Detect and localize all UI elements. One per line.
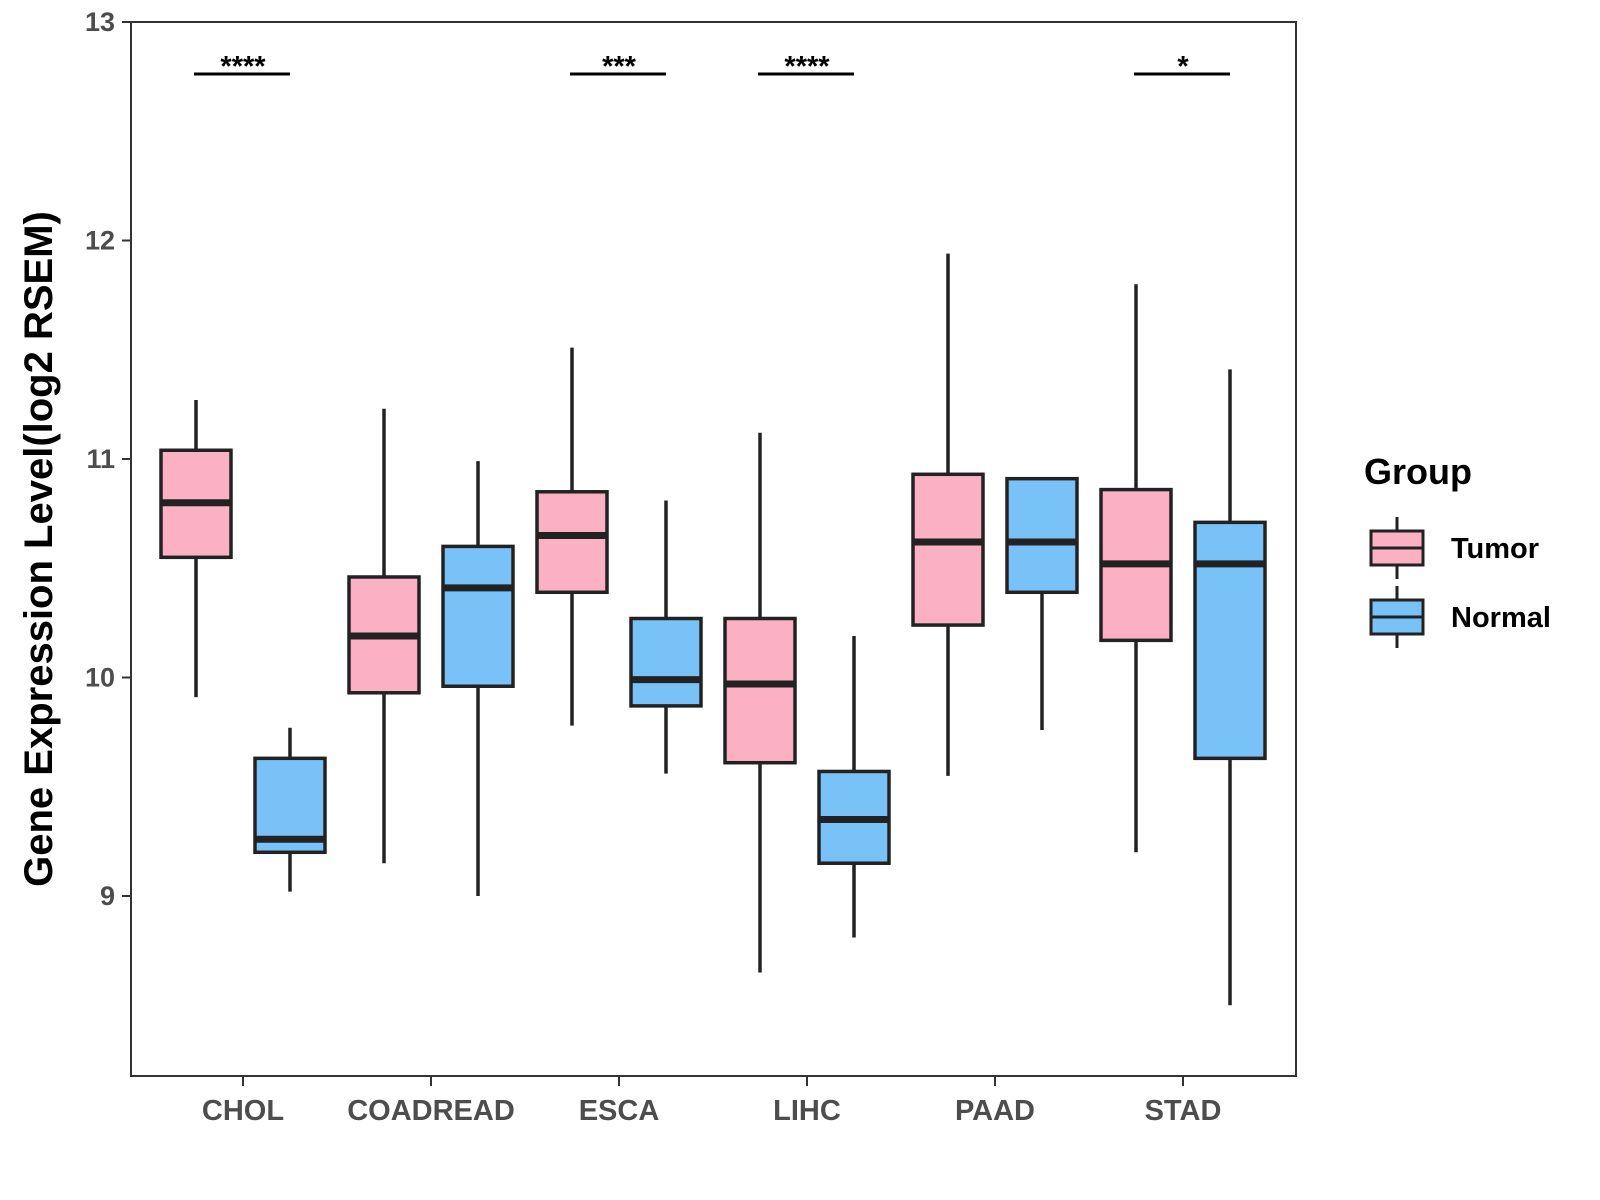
y-tick-label-12: 12 bbox=[85, 226, 115, 256]
legend-item-tumor: Tumor bbox=[1369, 517, 1539, 579]
box-normal-stad bbox=[1193, 369, 1267, 1006]
x-tick-label-lihc: LIHC bbox=[773, 1095, 841, 1127]
significance-label-lihc: **** bbox=[784, 51, 830, 83]
box-normal-chol bbox=[253, 727, 327, 892]
box-normal-esca bbox=[629, 500, 703, 774]
box-body-tumor-paad bbox=[911, 472, 985, 627]
legend: Group Tumor Normal bbox=[1364, 451, 1551, 648]
box-tumor-stad bbox=[1099, 284, 1173, 853]
legend-label-normal: Normal bbox=[1451, 602, 1551, 634]
legend-label-tumor: Tumor bbox=[1451, 533, 1539, 565]
x-tick-label-chol: CHOL bbox=[202, 1095, 284, 1127]
box-body-tumor-esca bbox=[535, 490, 609, 595]
legend-title: Group bbox=[1364, 451, 1472, 492]
box-body-tumor-lihc bbox=[723, 616, 797, 765]
significance-label-stad: * bbox=[1177, 51, 1189, 83]
legend-item-normal: Normal bbox=[1369, 586, 1551, 648]
box-tumor-paad bbox=[911, 253, 985, 776]
box-tumor-coadread bbox=[347, 408, 421, 864]
box-normal-lihc bbox=[817, 635, 891, 938]
y-axis-title: Gene Expression Level(log2 RSEM) bbox=[17, 211, 61, 887]
x-tick-label-coadread: COADREAD bbox=[347, 1095, 515, 1127]
box-body-normal-coadread bbox=[441, 544, 515, 688]
box-tumor-chol bbox=[159, 400, 233, 698]
box-body-normal-paad bbox=[1005, 476, 1079, 595]
x-tick-label-paad: PAAD bbox=[955, 1095, 1035, 1127]
significance-label-esca: *** bbox=[602, 51, 637, 83]
box-body-normal-stad bbox=[1193, 520, 1267, 761]
y-tick-label-11: 11 bbox=[86, 444, 115, 474]
y-tick-label-13: 13 bbox=[85, 7, 115, 37]
box-tumor-lihc bbox=[723, 432, 797, 973]
x-tick-label-esca: ESCA bbox=[579, 1095, 660, 1127]
box-normal-paad bbox=[1005, 476, 1079, 730]
x-tick-label-stad: STAD bbox=[1145, 1095, 1222, 1127]
y-tick-label-10: 10 bbox=[85, 663, 115, 693]
y-tick-label-9: 9 bbox=[100, 881, 115, 911]
box-tumor-esca bbox=[535, 347, 609, 726]
box-body-normal-esca bbox=[629, 616, 703, 708]
significance-label-chol: **** bbox=[220, 51, 266, 83]
box-normal-coadread bbox=[441, 461, 515, 896]
